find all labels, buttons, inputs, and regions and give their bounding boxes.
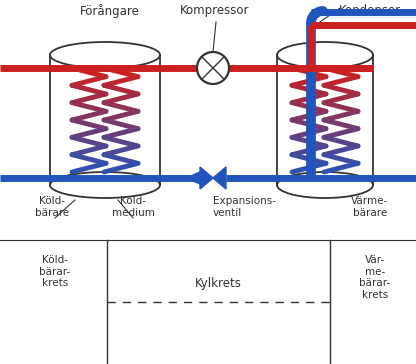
Text: Vär-
me-
bärar-
krets: Vär- me- bärar- krets <box>359 255 391 300</box>
Text: Kylkrets: Kylkrets <box>195 277 241 290</box>
Text: Förångare: Förångare <box>80 4 140 18</box>
Text: Värme-
bärare: Värme- bärare <box>352 196 389 218</box>
Text: Köld-
bärare: Köld- bärare <box>35 196 69 218</box>
Text: Köld-
bärar-
krets: Köld- bärar- krets <box>40 255 71 288</box>
Polygon shape <box>213 167 226 189</box>
Text: Expansions-
ventil: Expansions- ventil <box>213 196 276 218</box>
Circle shape <box>197 52 229 84</box>
Polygon shape <box>200 167 213 189</box>
Polygon shape <box>186 172 200 184</box>
Text: Kompressor: Kompressor <box>180 4 250 17</box>
Text: Köld-
medium: Köld- medium <box>111 196 154 218</box>
Text: Kondensor: Kondensor <box>339 4 401 17</box>
